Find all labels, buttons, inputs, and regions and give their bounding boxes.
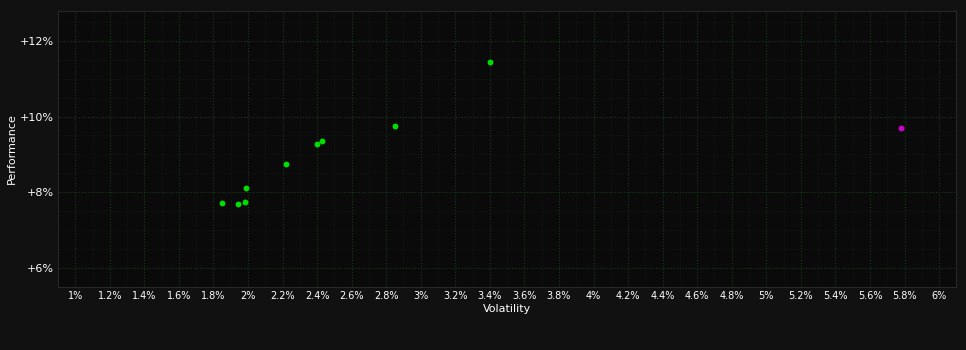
Point	[894, 125, 909, 131]
Point	[278, 161, 294, 167]
Point	[315, 138, 330, 144]
Point	[239, 185, 254, 190]
X-axis label: Volatility: Volatility	[483, 304, 531, 314]
Point	[387, 123, 403, 129]
Point	[214, 200, 230, 206]
Point	[309, 141, 325, 147]
Point	[482, 59, 497, 64]
Point	[237, 199, 252, 205]
Y-axis label: Performance: Performance	[7, 113, 16, 184]
Point	[230, 202, 245, 207]
